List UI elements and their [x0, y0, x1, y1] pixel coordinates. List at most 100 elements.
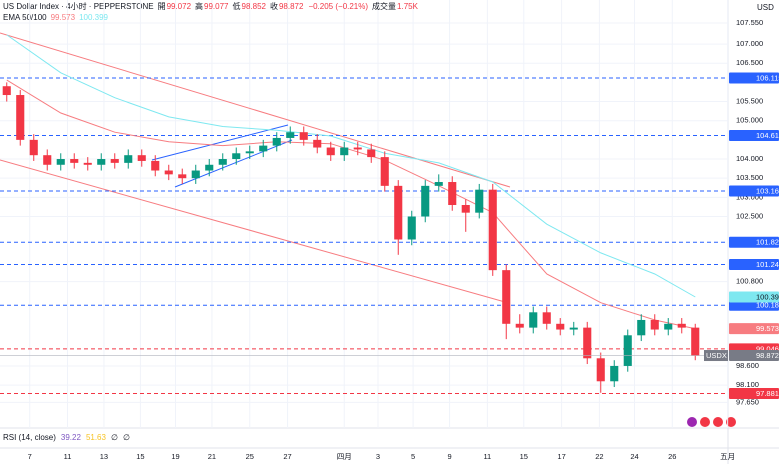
- candle-body: [407, 216, 416, 240]
- level-label: 103.165: [756, 187, 779, 196]
- candle-body: [56, 159, 65, 165]
- ohlc-label: 低: [233, 1, 241, 11]
- candle-body: [124, 155, 133, 163]
- ema-last-label: 99.573: [756, 324, 779, 333]
- level-label-box: [729, 185, 779, 197]
- candle-body: [2, 86, 11, 96]
- x-tick-label: 15: [520, 452, 528, 461]
- ohlc-label: 高: [195, 1, 203, 11]
- candle-body: [488, 189, 497, 271]
- x-tick-label: 26: [668, 452, 676, 461]
- candle-body: [137, 155, 146, 161]
- y-tick-label: 97.650: [736, 397, 759, 406]
- last-price-label: 98.872: [756, 351, 779, 360]
- candle-body: [650, 319, 659, 330]
- candle-body: [340, 147, 349, 156]
- candle-body: [205, 164, 214, 171]
- candle-body: [245, 151, 254, 154]
- candle-body: [232, 153, 241, 160]
- rsi-value: 39.22: [61, 433, 82, 442]
- indicator-label: EMA 50/100: [3, 13, 47, 22]
- chart-title: US Dollar Index · 4小时 · PEPPERSTONE: [3, 1, 154, 11]
- level-label-box: [729, 258, 779, 270]
- candle-body: [367, 149, 376, 158]
- level-label: 100.184: [756, 301, 779, 310]
- x-tick-label: 22: [595, 452, 603, 461]
- icon[interactable]: [687, 417, 697, 427]
- x-tick-label: 13: [100, 452, 108, 461]
- x-tick-label: 19: [171, 452, 179, 461]
- x-tick-label: 四月: [337, 452, 352, 461]
- ohlc-value: 99.072: [167, 2, 192, 11]
- x-tick-label: 27: [283, 452, 291, 461]
- candle-body: [286, 132, 295, 138]
- candle-body: [394, 185, 403, 240]
- x-tick-label: 17: [557, 452, 565, 461]
- ohlc-label: 收: [270, 1, 278, 11]
- rsi-value: ∅: [123, 433, 130, 442]
- candle-body: [178, 174, 187, 179]
- x-tick-label: 25: [246, 452, 254, 461]
- candle-body: [29, 139, 38, 156]
- rsi-title: RSI (14, close): [3, 433, 56, 442]
- ema-legend-value: 99.573: [51, 13, 76, 22]
- x-tick-label: 五月: [720, 452, 735, 461]
- x-tick-label: 3: [376, 452, 380, 461]
- x-tick-label: 7: [28, 452, 32, 461]
- candle-body: [596, 358, 605, 382]
- candle-body: [623, 335, 632, 366]
- alert-icons[interactable]: [687, 417, 736, 427]
- y-tick-label: 105.000: [736, 116, 763, 125]
- symbol-box: [704, 350, 728, 362]
- candle-body: [461, 205, 470, 213]
- icon[interactable]: [713, 417, 723, 427]
- y-tick-label: 100.800: [736, 277, 763, 286]
- ohlc-label: 成交量: [372, 1, 396, 11]
- candle-body: [380, 157, 389, 186]
- y-tick-label: 105.500: [736, 97, 763, 106]
- x-tick-label: 9: [447, 452, 451, 461]
- currency: USD: [757, 3, 774, 12]
- candle-body: [691, 327, 700, 356]
- y-tick-label: 103.500: [736, 173, 763, 182]
- x-tick-label: 11: [64, 452, 72, 461]
- candle-body: [434, 182, 443, 186]
- ohlc-value: 98.872: [279, 2, 304, 11]
- candle-body: [610, 365, 619, 382]
- level-label: 101.828: [756, 238, 779, 247]
- y-tick-label: 107.550: [736, 18, 763, 27]
- candle-body: [16, 95, 25, 140]
- y-tick-label: 98.100: [736, 380, 759, 389]
- candle-body: [259, 145, 268, 152]
- candle-body: [515, 323, 524, 328]
- candle-body: [421, 185, 430, 217]
- y-tick-label: 98.600: [736, 361, 759, 370]
- ohlc-value: 99.077: [204, 2, 229, 11]
- ohlc-label: 開: [158, 2, 166, 11]
- x-tick-label: 24: [630, 452, 638, 461]
- candle-body: [326, 147, 335, 156]
- level-label: 104.614: [756, 131, 779, 140]
- candle-body: [529, 312, 538, 328]
- candle-body: [583, 327, 592, 359]
- candle-body: [637, 319, 646, 336]
- icon[interactable]: [726, 417, 736, 427]
- ohlc-value: −0.205 (−0.21%): [308, 2, 368, 11]
- candle-body: [218, 159, 227, 165]
- candle-body: [43, 155, 52, 165]
- ema-legend-value: 100.399: [79, 13, 108, 22]
- level-label: 99.046: [756, 344, 779, 353]
- candle-body: [542, 312, 551, 324]
- last-price-label-box: [729, 350, 779, 362]
- y-tick-label: 106.500: [736, 58, 763, 67]
- level-label-box: [729, 236, 779, 248]
- candle-body: [191, 170, 200, 179]
- level-label: 101.249: [756, 260, 779, 269]
- candle-body: [83, 162, 92, 165]
- level-label-box: [729, 129, 779, 141]
- candle-body: [502, 270, 511, 324]
- candle-body: [677, 323, 686, 328]
- icon[interactable]: [700, 417, 710, 427]
